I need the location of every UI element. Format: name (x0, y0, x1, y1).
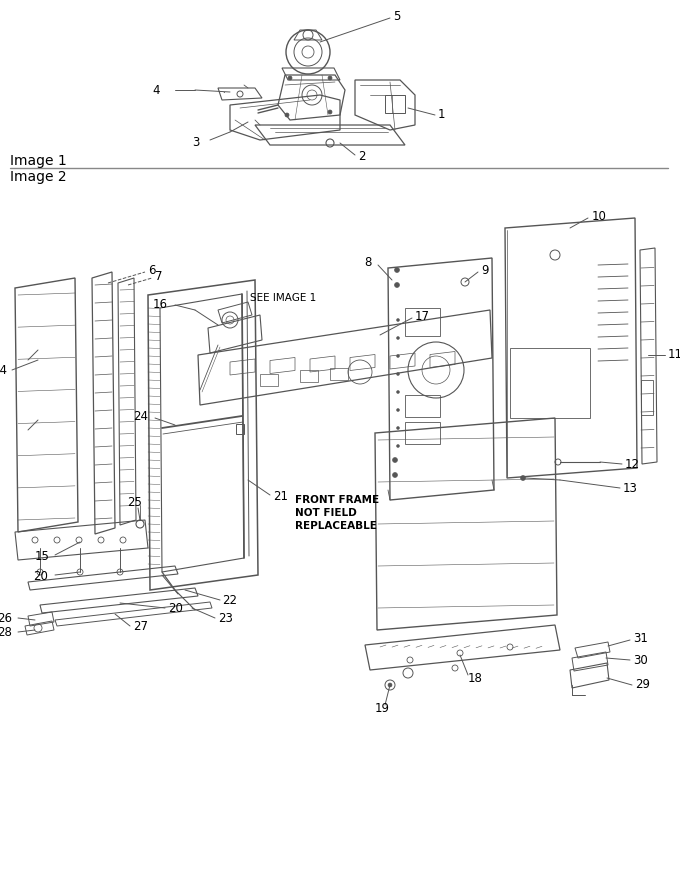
Text: 9: 9 (481, 265, 488, 277)
Text: Image 2: Image 2 (10, 170, 67, 184)
Text: 16: 16 (153, 297, 168, 311)
Circle shape (396, 408, 400, 412)
Bar (330, 368, 348, 380)
Text: 26: 26 (0, 612, 12, 625)
Text: 27: 27 (133, 620, 148, 634)
Text: 20: 20 (33, 569, 48, 583)
Text: 1: 1 (438, 108, 445, 121)
Bar (385, 95, 405, 113)
Bar (641, 380, 653, 415)
Bar (300, 370, 318, 382)
Circle shape (288, 76, 292, 80)
Text: 24: 24 (133, 409, 148, 422)
Circle shape (394, 268, 400, 273)
Circle shape (394, 282, 400, 288)
Circle shape (328, 76, 332, 80)
Text: ·: · (222, 90, 224, 99)
Circle shape (396, 391, 400, 393)
Text: 13: 13 (623, 481, 638, 495)
Circle shape (396, 319, 400, 321)
Text: 10: 10 (592, 210, 607, 224)
Text: 25: 25 (128, 495, 142, 509)
Text: 12: 12 (625, 458, 640, 471)
Text: 17: 17 (415, 311, 430, 324)
Bar (260, 374, 278, 386)
Text: 31: 31 (633, 633, 648, 646)
Text: Image 1: Image 1 (10, 154, 67, 168)
Text: 23: 23 (218, 612, 233, 626)
Text: 14: 14 (0, 364, 8, 378)
Circle shape (396, 444, 400, 448)
Circle shape (392, 458, 398, 463)
Circle shape (392, 473, 398, 478)
Text: 30: 30 (633, 654, 648, 666)
Text: 18: 18 (468, 672, 483, 686)
Text: 11: 11 (668, 348, 680, 362)
Circle shape (396, 372, 400, 376)
Bar (236, 424, 244, 434)
Circle shape (388, 683, 392, 687)
Text: 28: 28 (0, 627, 12, 640)
Bar (510, 348, 590, 418)
Circle shape (285, 113, 289, 117)
Text: 20: 20 (168, 603, 183, 615)
Text: 21: 21 (273, 489, 288, 502)
Text: 6: 6 (148, 265, 156, 277)
Text: 7: 7 (155, 270, 163, 283)
Bar (405, 308, 440, 336)
Text: 15: 15 (35, 551, 50, 563)
Text: 4: 4 (152, 84, 160, 97)
Text: 2: 2 (358, 150, 366, 164)
Circle shape (328, 110, 332, 114)
Circle shape (396, 355, 400, 357)
Text: 22: 22 (222, 595, 237, 607)
Bar (405, 422, 440, 444)
Text: SEE IMAGE 1: SEE IMAGE 1 (250, 293, 316, 303)
Text: NOT FIELD: NOT FIELD (295, 508, 357, 518)
Text: FRONT FRAME: FRONT FRAME (295, 495, 379, 505)
Bar (405, 395, 440, 417)
Text: 29: 29 (635, 678, 650, 692)
Text: 8: 8 (364, 255, 372, 268)
Circle shape (396, 336, 400, 340)
Text: 19: 19 (375, 702, 390, 715)
Text: 5: 5 (393, 11, 401, 24)
Text: REPLACEABLE: REPLACEABLE (295, 521, 377, 531)
Circle shape (520, 475, 526, 480)
Text: 3: 3 (192, 136, 200, 149)
Circle shape (396, 427, 400, 429)
